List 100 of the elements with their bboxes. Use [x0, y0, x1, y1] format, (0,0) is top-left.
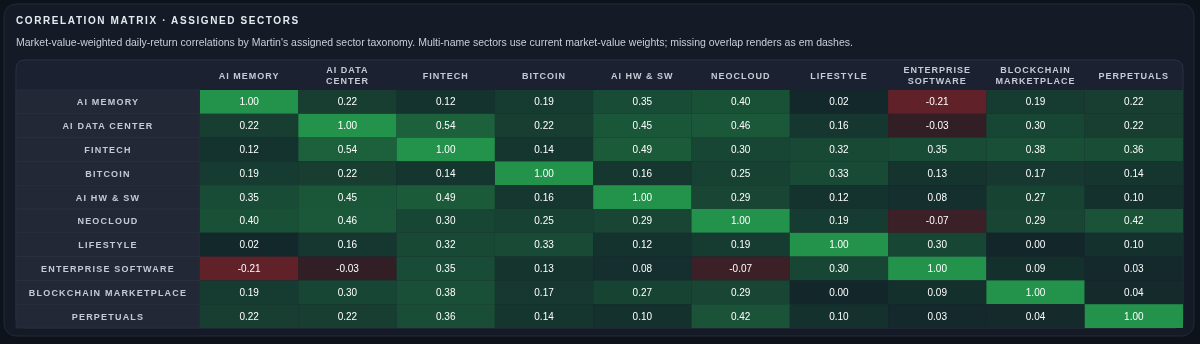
- x-tick-label: AI DATA CENTER: [325, 65, 369, 86]
- x-tick-label: AI MEMORY: [218, 70, 280, 81]
- data-label: 0.27: [1025, 191, 1046, 203]
- data-label: 0.02: [829, 96, 850, 108]
- y-tick-label: NEOCLOUD: [77, 216, 139, 227]
- data-label: 0.16: [829, 120, 850, 132]
- data-label: -0.07: [925, 215, 950, 227]
- data-label: 0.40: [730, 96, 751, 108]
- data-label: 0.46: [337, 215, 358, 227]
- data-label: 0.22: [1124, 120, 1145, 132]
- data-label: 0.12: [436, 96, 456, 108]
- x-tick-label: AI HW & SW: [611, 70, 674, 81]
- data-label: 0.08: [632, 263, 653, 274]
- data-label: 0.22: [534, 120, 555, 132]
- x-tick-label: NEOCLOUD: [710, 70, 771, 81]
- y-tick-label: LIFESTYLE: [78, 240, 138, 251]
- data-label: 0.04: [1025, 310, 1046, 322]
- data-label: 0.10: [1124, 239, 1145, 251]
- data-label: 0.49: [632, 144, 653, 155]
- x-tick-label: PERPETUALS: [1098, 70, 1170, 81]
- data-label: 0.45: [632, 120, 653, 132]
- data-label: 0.03: [927, 310, 948, 322]
- data-label: 0.02: [239, 239, 260, 251]
- data-label: 0.10: [829, 310, 850, 322]
- chart-subtitle: Market-value-weighted daily-return correlations by Martin's assigned sector taxonomy. Multi-name sectors use current market-value weights; missing overlap renders as em dashes.: [16, 36, 853, 48]
- data-label: 0.12: [632, 239, 653, 251]
- data-label: 0.22: [337, 167, 358, 179]
- x-tick-label: FINTECH: [422, 70, 469, 81]
- data-label: 0.17: [534, 286, 555, 298]
- data-label: 0.54: [436, 120, 456, 132]
- data-label: 1.00: [337, 120, 358, 132]
- data-label: 0.16: [534, 191, 555, 203]
- data-label: -0.07: [729, 263, 753, 274]
- data-label: 0.35: [436, 263, 456, 274]
- data-label: 0.25: [534, 215, 555, 227]
- data-label: 1.00: [730, 215, 751, 227]
- data-label: 0.30: [927, 239, 948, 251]
- data-label: 0.14: [534, 310, 555, 322]
- data-label: 0.04: [1124, 286, 1145, 298]
- chart-title: CORRELATION MATRIX · ASSIGNED SECTORS: [16, 15, 300, 26]
- data-label: 0.00: [829, 286, 850, 298]
- data-label: 0.12: [829, 191, 850, 203]
- data-label: 0.49: [436, 191, 456, 203]
- data-label: 0.10: [1124, 191, 1145, 203]
- data-label: 0.22: [337, 310, 358, 322]
- data-label: 0.35: [927, 144, 948, 155]
- data-label: 0.36: [436, 310, 456, 322]
- data-label: 0.38: [436, 286, 456, 298]
- data-label: 0.13: [534, 263, 555, 274]
- data-label: 1.00: [239, 96, 260, 108]
- data-label: 0.40: [239, 215, 260, 227]
- data-label: 0.10: [632, 310, 653, 322]
- y-tick-label: BLOCKCHAIN MARKETPLACE: [28, 287, 188, 298]
- data-label: 0.29: [730, 286, 751, 298]
- data-label: 0.13: [927, 167, 948, 179]
- data-label: 0.17: [1025, 167, 1046, 179]
- data-label: 0.19: [239, 167, 260, 179]
- data-label: 0.29: [632, 215, 653, 227]
- y-tick-label: BITCOIN: [85, 168, 131, 179]
- y-tick-label: AI HW & SW: [75, 192, 141, 203]
- data-label: 0.42: [1124, 215, 1145, 227]
- data-label: -0.03: [336, 263, 360, 274]
- data-label: 0.22: [1124, 96, 1145, 108]
- data-label: 0.09: [927, 286, 948, 298]
- x-tick-label: BLOCKCHAIN MARKETPLACE: [995, 65, 1076, 86]
- data-label: 0.19: [534, 96, 555, 108]
- data-label: 1.00: [436, 144, 456, 155]
- data-label: 1.00: [632, 191, 653, 203]
- y-tick-label: ENTERPRISE SOFTWARE: [41, 264, 175, 274]
- data-label: 0.08: [927, 191, 948, 203]
- data-label: 0.14: [534, 144, 555, 155]
- y-tick-label: AI DATA CENTER: [62, 121, 154, 132]
- data-label: 0.30: [730, 144, 751, 155]
- data-label: 0.30: [1025, 120, 1046, 132]
- data-label: 0.32: [436, 239, 456, 251]
- data-label: -0.21: [237, 263, 261, 274]
- data-label: 0.30: [436, 215, 456, 227]
- data-label: 0.22: [239, 120, 260, 132]
- data-label: 0.00: [1025, 239, 1046, 251]
- data-label: 0.36: [1124, 144, 1145, 155]
- data-label: 0.33: [829, 167, 850, 179]
- data-label: 0.19: [1025, 96, 1046, 108]
- data-label: 0.35: [239, 191, 260, 203]
- data-label: 1.00: [1124, 310, 1145, 322]
- data-label: 0.35: [632, 96, 653, 108]
- data-label: 0.22: [337, 96, 358, 108]
- data-label: -0.03: [925, 120, 950, 132]
- data-label: 0.30: [337, 286, 358, 298]
- data-label: 0.27: [632, 286, 653, 298]
- data-label: 0.14: [436, 167, 456, 179]
- data-label: 0.30: [829, 263, 850, 274]
- data-label: 0.09: [1025, 263, 1046, 274]
- data-label: 0.03: [1124, 263, 1145, 274]
- data-label: 0.16: [632, 167, 653, 179]
- data-label: 0.38: [1025, 144, 1046, 155]
- data-label: 0.25: [730, 167, 751, 179]
- x-tick-label: LIFESTYLE: [810, 70, 868, 81]
- y-tick-label: PERPETUALS: [71, 311, 145, 322]
- data-label: 1.00: [1025, 286, 1046, 298]
- data-label: 0.54: [337, 144, 358, 155]
